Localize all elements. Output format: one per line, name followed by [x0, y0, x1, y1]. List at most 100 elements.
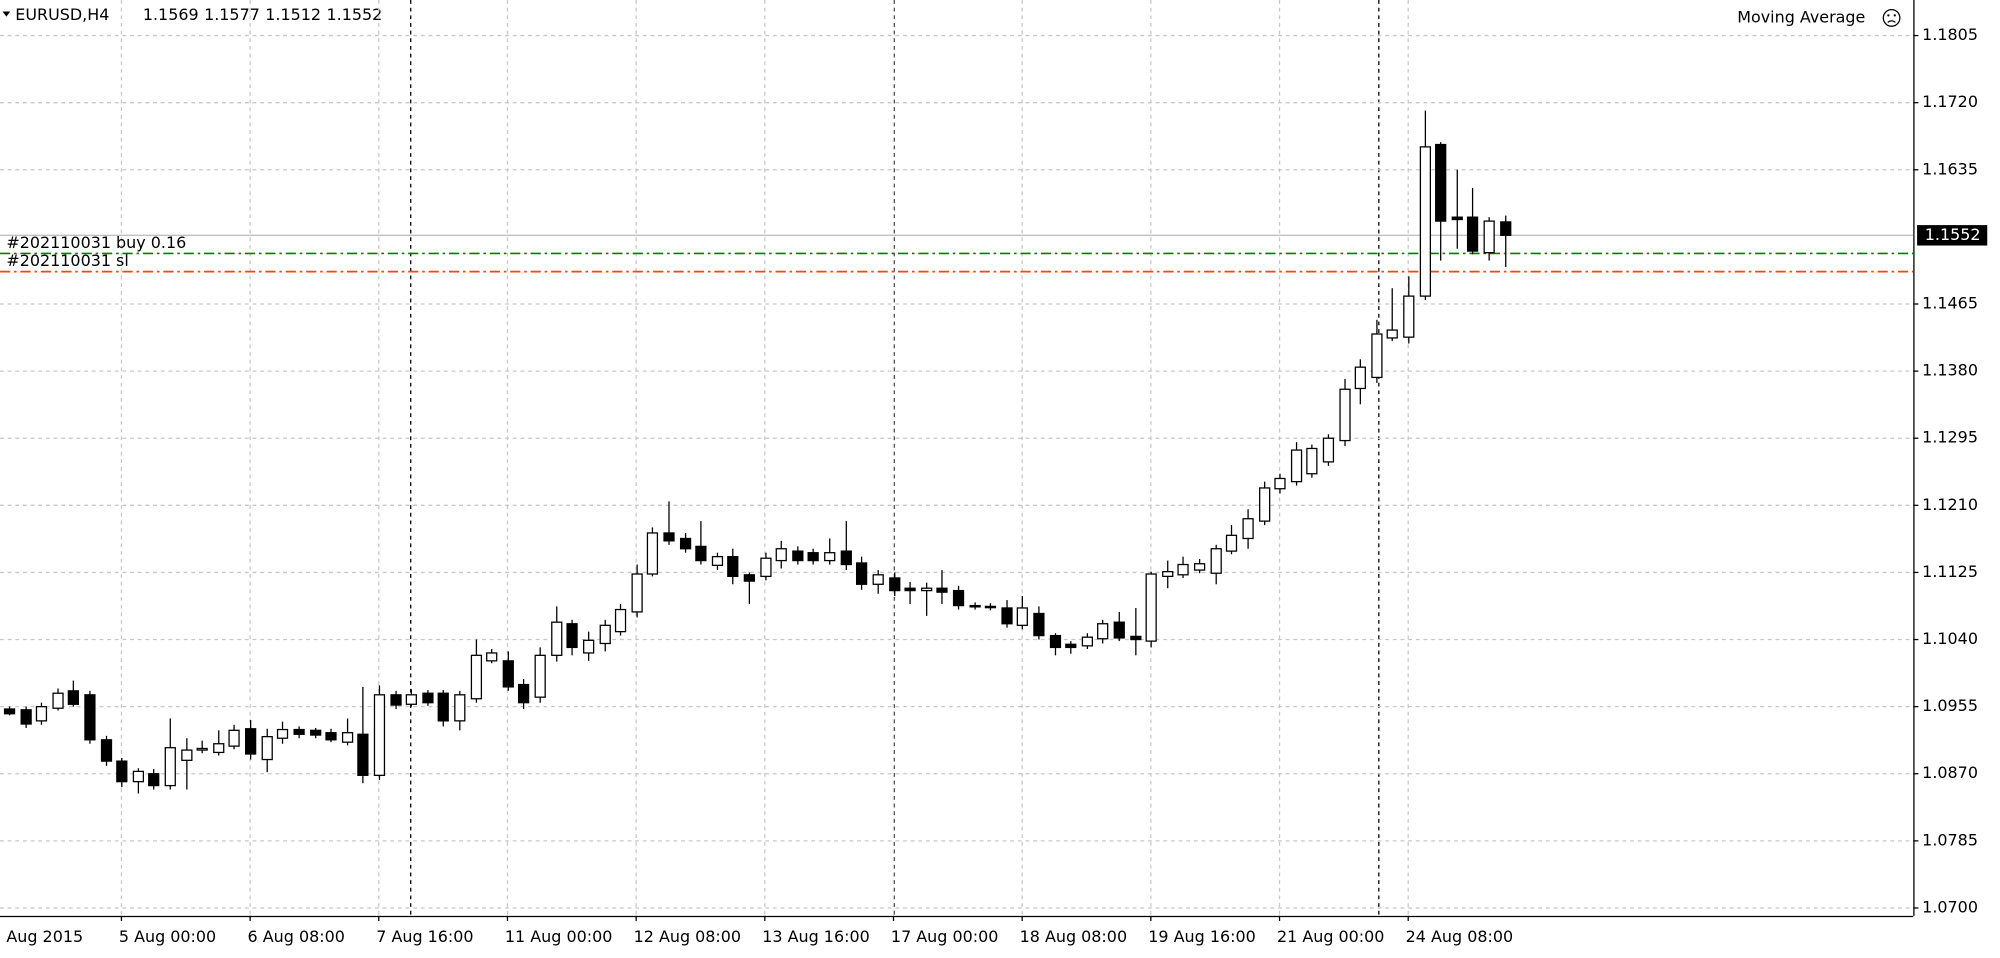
candle-body: [1225, 534, 1238, 552]
y-tick-label: 1.0870: [1922, 763, 1978, 782]
candle-body: [663, 532, 675, 542]
candle-body: [293, 728, 305, 735]
candle-body: [760, 557, 772, 578]
candle-body: [261, 736, 273, 761]
header-quote: 1.1577: [204, 5, 260, 24]
candle-body: [3, 708, 16, 715]
x-tick-label: 11 Aug 00:00: [505, 927, 612, 946]
candle-body: [341, 732, 354, 743]
candle-body: [792, 550, 804, 562]
candle-body: [1242, 518, 1254, 540]
candle-body: [1274, 477, 1286, 490]
candle-body: [67, 690, 79, 705]
candle-body: [695, 545, 707, 562]
candle-body: [872, 574, 884, 585]
candle-body: [405, 694, 417, 705]
candle-body: [1290, 449, 1303, 483]
candle-body: [196, 747, 208, 751]
candle-body: [373, 694, 386, 776]
candle-body: [1306, 447, 1318, 475]
indicator-name: Moving Average: [1737, 7, 1865, 26]
order-label: #202110031 buy 0.16: [6, 233, 186, 252]
candle-body: [164, 747, 176, 787]
candle-body: [583, 639, 595, 654]
symbol: EURUSD,H4: [15, 5, 109, 24]
y-tick-label: 1.1720: [1922, 92, 1978, 111]
candle-body: [775, 548, 787, 562]
candle-body: [213, 743, 225, 754]
candle-body: [1419, 146, 1432, 297]
candle-body: [1113, 621, 1125, 639]
candle-body: [631, 573, 643, 613]
y-tick-label: 1.0700: [1922, 897, 1978, 916]
y-tick-label: 1.1210: [1922, 495, 1978, 514]
y-tick-label: 1.1805: [1922, 25, 1978, 44]
y-tick-label: 1.1295: [1922, 428, 1978, 447]
candle-body: [35, 706, 48, 722]
candle-body: [1001, 607, 1013, 625]
candle-body: [502, 660, 514, 688]
candle-body: [1193, 563, 1206, 571]
candle-body: [984, 605, 997, 609]
candle-body: [1371, 333, 1383, 379]
candle-body: [1130, 635, 1142, 641]
y-tick-label: 1.1125: [1922, 562, 1978, 581]
candle-body: [390, 694, 402, 706]
candle-body: [245, 728, 257, 755]
candle-body: [534, 654, 546, 698]
y-tick-label: 1.1380: [1922, 361, 1978, 380]
candle-body: [1483, 220, 1495, 254]
candle-body: [904, 587, 916, 592]
x-tick-label: 19 Aug 16:00: [1148, 927, 1255, 946]
candle-body: [1162, 571, 1174, 578]
x-tick-label: 13 Aug 16:00: [762, 927, 869, 946]
candle-body: [679, 537, 692, 550]
header-quote: 1.1569: [143, 5, 199, 24]
candle-body: [1259, 487, 1271, 522]
candle-body: [1033, 612, 1045, 637]
x-start-label: Aug 2015: [6, 927, 83, 946]
candle-body: [921, 587, 933, 592]
candle-body: [614, 608, 627, 633]
price-box-label: 1.1552: [1925, 225, 1981, 244]
candle-body: [325, 732, 337, 741]
candle-body: [1339, 388, 1351, 442]
candle-body: [100, 739, 113, 762]
indicator-icon[interactable]: [1882, 8, 1901, 27]
candle-body: [855, 562, 868, 585]
candle-body: [711, 556, 724, 566]
candle-body: [646, 532, 659, 575]
candle-body: [1177, 563, 1189, 576]
y-tick-label: 1.0785: [1922, 830, 1978, 849]
header-quote: 1.1552: [327, 5, 383, 24]
menu-arrow[interactable]: [2, 11, 11, 17]
y-tick-label: 1.1040: [1922, 629, 1978, 648]
candle-body: [276, 728, 289, 739]
x-tick-label: 21 Aug 00:00: [1277, 927, 1384, 946]
candle-body: [1016, 607, 1028, 626]
candle-body: [1435, 143, 1447, 222]
candle-body: [1386, 329, 1398, 339]
candle-body: [357, 733, 369, 776]
candle-body: [1065, 643, 1077, 649]
candle-body: [470, 654, 483, 700]
candle-body: [824, 552, 836, 562]
candle-body: [1500, 221, 1512, 236]
candle-body: [840, 550, 852, 566]
candle-body: [1097, 623, 1109, 640]
x-tick-label: 7 Aug 16:00: [376, 927, 473, 946]
candle-body: [517, 683, 530, 704]
y-tick-label: 1.1635: [1922, 159, 1978, 178]
price-box: [1917, 225, 1988, 246]
candle-body: [889, 577, 901, 592]
candle-body: [1354, 366, 1366, 390]
candle-body: [1081, 636, 1093, 647]
candle-body: [52, 692, 64, 709]
candle-body: [310, 729, 322, 736]
order-label: #202110031 sl: [6, 251, 128, 270]
candle-body: [116, 760, 128, 783]
candle-body: [1145, 573, 1157, 642]
candle-body: [969, 604, 981, 608]
